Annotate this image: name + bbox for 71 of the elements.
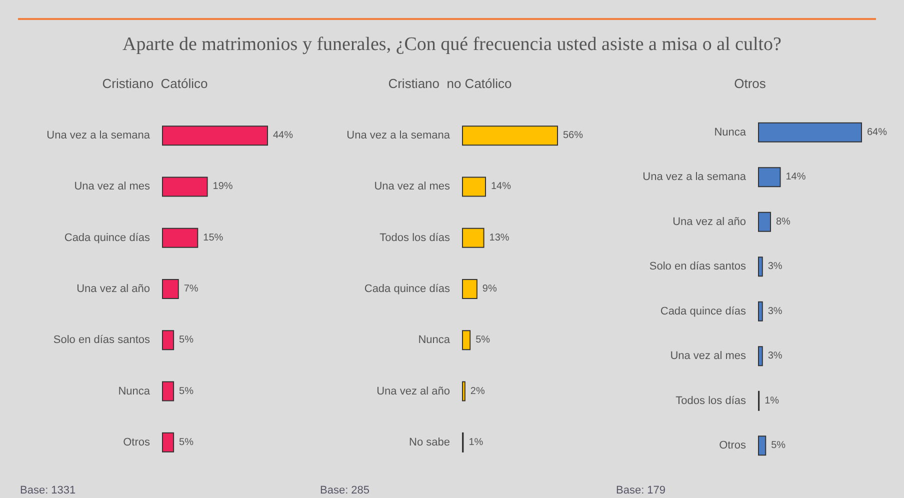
chart-subtitle: Cristiano Católico	[102, 76, 208, 91]
data-label: 64%	[867, 126, 888, 138]
data-label: 7%	[184, 284, 198, 294]
y-tick-label: Cada quince días	[364, 283, 450, 295]
data-label: 5%	[179, 334, 194, 346]
y-tick-label: Todos los días	[380, 232, 450, 244]
bar	[162, 176, 208, 197]
bar	[758, 436, 766, 456]
data-label: 5%	[179, 386, 194, 397]
data-label: 14%	[491, 181, 512, 192]
bar	[462, 126, 558, 146]
data-label: 44%	[273, 130, 294, 142]
data-label: 14%	[786, 172, 806, 183]
data-label: 3%	[768, 306, 782, 317]
data-label: 5%	[476, 334, 490, 346]
y-tick-label: Una vez al año	[672, 216, 746, 228]
bar	[162, 330, 174, 350]
data-label: 3%	[768, 350, 782, 362]
y-tick-label: Todos los días	[676, 394, 746, 407]
bar	[462, 228, 484, 248]
y-tick-label: Una vez al año	[76, 283, 150, 295]
bar	[162, 126, 268, 146]
chart-subtitle: Cristiano no Católico	[388, 76, 512, 91]
bar	[462, 279, 478, 299]
y-tick-label: Nunca	[714, 126, 747, 138]
bar	[758, 167, 781, 188]
y-tick-label: Una vez a la semana	[346, 130, 451, 142]
y-tick-label: Una vez al mes	[670, 350, 746, 362]
bar	[162, 432, 174, 452]
bar	[758, 212, 771, 232]
data-label: 3%	[768, 261, 782, 272]
y-tick-label: Una vez al mes	[74, 180, 150, 193]
y-tick-label: Una vez al año	[376, 385, 450, 398]
bar	[758, 122, 862, 142]
y-tick-label: Cada quince días	[660, 305, 746, 318]
bar	[162, 381, 174, 402]
y-tick-label: No sabe	[409, 436, 450, 448]
text: Base: 1331	[20, 484, 76, 496]
y-tick-label: Otros	[123, 436, 150, 448]
bar	[758, 256, 763, 277]
y-tick-label: Nunca	[418, 334, 451, 346]
data-label: 2%	[470, 386, 485, 397]
y-tick-label: Una vez a la semana	[642, 171, 747, 184]
data-label: 5%	[179, 436, 194, 448]
y-tick-label: Una vez a la semana	[46, 130, 151, 142]
bar	[758, 301, 763, 322]
bar	[462, 381, 466, 402]
text: Aparte de matrimonios y funerales, ¿Con qué frecuencia usted asiste a misa o al culto?	[122, 34, 782, 56]
data-label: 1%	[468, 436, 484, 448]
bar	[462, 330, 471, 350]
y-tick-label: Solo en días santos	[649, 260, 746, 273]
y-tick-label: Nunca	[118, 385, 151, 398]
data-label: 56%	[563, 130, 584, 142]
text: Base: 179	[616, 484, 666, 496]
y-tick-label: Una vez al mes	[374, 180, 450, 193]
text: Base: 285	[320, 484, 370, 496]
data-label: 15%	[203, 232, 224, 244]
data-label: 13%	[489, 232, 510, 244]
bar	[462, 176, 486, 197]
data-label: 5%	[771, 440, 786, 452]
bar	[758, 346, 763, 366]
chart-subtitle: Otros	[734, 76, 766, 91]
bar	[162, 279, 179, 299]
data-label: 8%	[776, 216, 791, 228]
data-label: 1%	[764, 395, 780, 406]
y-tick-label: Solo en días santos	[53, 334, 150, 346]
y-tick-label: Otros	[719, 440, 746, 452]
bar	[162, 228, 198, 248]
data-label: 9%	[482, 284, 497, 294]
data-label: 19%	[212, 181, 233, 192]
y-tick-label: Cada quince días	[64, 232, 150, 244]
